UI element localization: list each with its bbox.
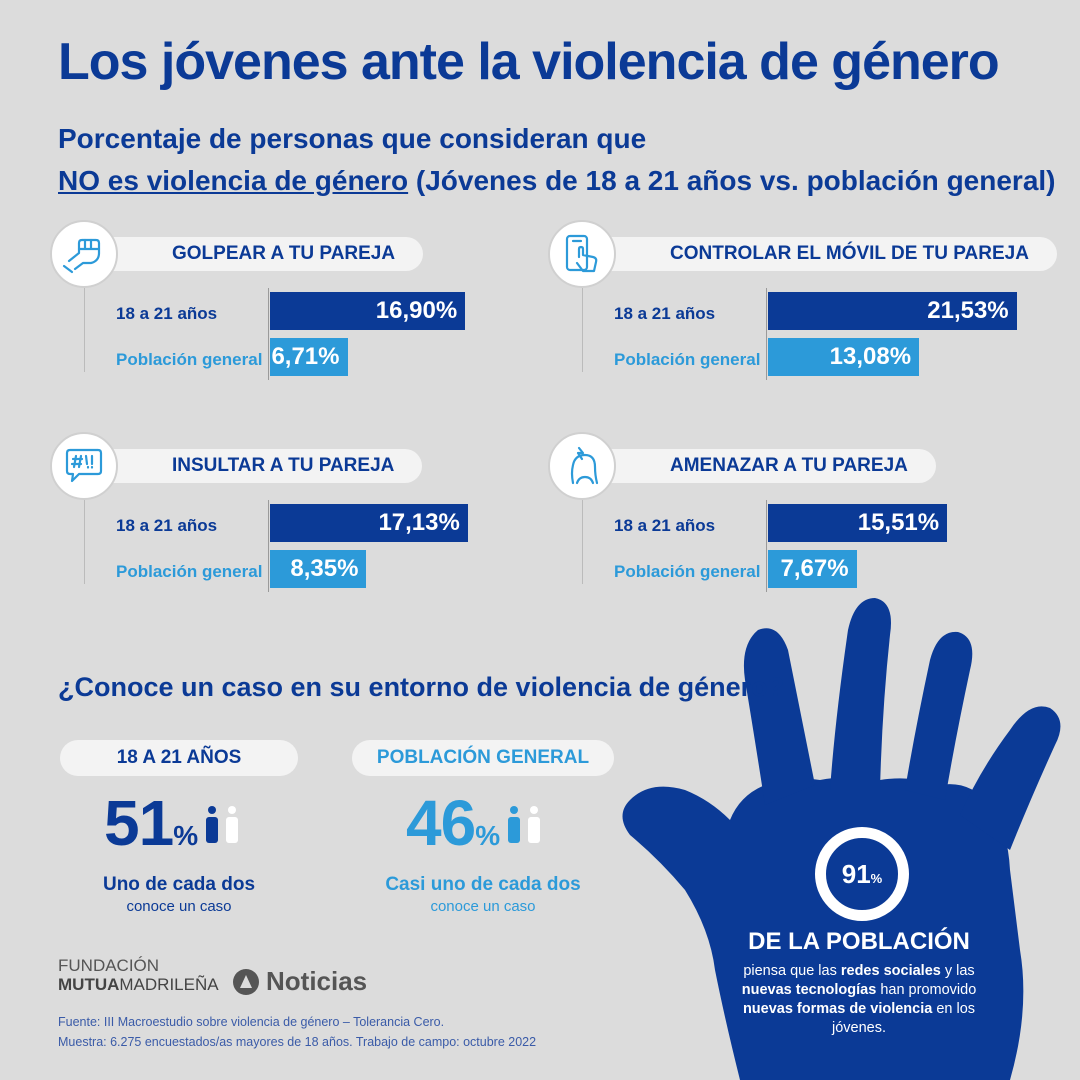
chart-group-golpear: GOLPEAR A TU PAREJA 18 a 21 años Poblaci… — [50, 220, 520, 400]
series-label-young: 18 a 21 años — [614, 516, 716, 535]
people-icon — [205, 806, 238, 843]
series-label-general: Población general — [116, 350, 263, 369]
subtitle-rest: (Jóvenes de 18 a 21 años vs. población g… — [408, 165, 1056, 196]
hand-finger — [830, 598, 891, 790]
group-header: CONTROLAR EL MÓVIL DE TU PAREJA — [578, 237, 1057, 271]
young-stat-unit: % — [173, 820, 199, 851]
group-header: GOLPEAR A TU PAREJA — [80, 237, 424, 271]
series-label-young: 18 a 21 años — [614, 304, 716, 323]
fundacion-logo-line2: MUTUAMADRILEÑA — [58, 975, 219, 994]
bar-axis — [766, 500, 767, 592]
chart-group-controlar: CONTROLAR EL MÓVIL DE TU PAREJA 18 a 21 … — [548, 220, 1057, 400]
subtitle-emphasis: NO es violencia de género — [58, 165, 409, 196]
general-stat-unit: % — [475, 820, 501, 851]
series-label-general: Población general — [614, 562, 761, 581]
young-header-pill: 18 A 21 AÑOS — [60, 740, 298, 776]
bar-general: 8,35% — [270, 550, 367, 588]
bar-axis — [268, 288, 269, 380]
young-stat: 51% — [104, 786, 243, 860]
ring-value: 91 — [841, 858, 871, 889]
bar-general: 7,67% — [768, 550, 857, 588]
sample-line: Muestra: 6.275 encuestados/as mayores de… — [58, 1035, 537, 1049]
hand-finger — [960, 706, 1061, 850]
subtitle-line-2: NO es violencia de género (Jóvenes de 18… — [58, 160, 1056, 202]
hand-description: piensa que las redes sociales y las nuev… — [741, 963, 977, 1036]
bar-axis — [766, 288, 767, 380]
people-icon — [507, 806, 540, 843]
noticias-logo: Noticias — [232, 966, 367, 997]
series-label-young: 18 a 21 años — [116, 516, 218, 535]
hand-finger — [905, 631, 973, 800]
hand-palm — [622, 777, 1024, 1080]
noticias-logo-text: Noticias — [266, 966, 368, 996]
fundacion-logo-line1: FUNDACIÓN — [58, 956, 160, 975]
subtitle-line-1: Porcentaje de personas que consideran qu… — [58, 123, 647, 154]
phone-touch-icon — [548, 220, 616, 288]
general-stat: 46% — [406, 786, 545, 860]
hand-heading: DE LA POBLACIÓN — [748, 928, 970, 955]
source-note: Fuente: III Macroestudio sobre violencia… — [58, 1012, 536, 1052]
group-header: AMENAZAR A TU PAREJA — [578, 449, 936, 483]
chart-group-insultar: INSULTAR A TU PAREJA 18 a 21 años Poblac… — [50, 432, 520, 612]
young-stat-value: 51 — [104, 787, 174, 859]
fist-icon — [50, 220, 118, 288]
bar-young: 21,53% — [768, 292, 1017, 330]
page-subtitle: Porcentaje de personas que consideran qu… — [58, 118, 1056, 202]
ring-unit: % — [870, 870, 883, 886]
series-label-young: 18 a 21 años — [116, 304, 218, 323]
series-label-general: Población general — [116, 562, 263, 581]
bar-young: 17,13% — [270, 504, 468, 542]
bar-general: 13,08% — [768, 338, 920, 376]
connector-line — [84, 500, 85, 584]
general-stat-value: 46 — [406, 787, 476, 859]
page-title: Los jóvenes ante la violencia de género — [58, 33, 1000, 91]
connector-line — [582, 288, 583, 372]
question-heading: ¿Conoce un caso en su entorno de violenc… — [58, 672, 785, 702]
general-caption: Casi uno de cada dos — [385, 874, 581, 895]
bar-young: 15,51% — [768, 504, 948, 542]
group-header: INSULTAR A TU PAREJA — [80, 449, 423, 483]
connector-line — [84, 288, 85, 372]
general-subcaption: conoce un caso — [430, 898, 536, 915]
source-line: Fuente: III Macroestudio sobre violencia… — [58, 1015, 445, 1029]
series-label-general: Población general — [614, 350, 761, 369]
hand-illustration — [622, 598, 1061, 1080]
bar-young: 16,90% — [270, 292, 466, 330]
percent-ring: 91% — [815, 827, 909, 921]
general-header-pill: POBLACIÓN GENERAL — [352, 740, 614, 776]
chart-group-amenazar: AMENAZAR A TU PAREJA 18 a 21 años Poblac… — [548, 432, 1018, 612]
fundacion-logo: FUNDACIÓN MUTUAMADRILEÑA — [58, 956, 219, 994]
hand-finger — [743, 628, 815, 805]
young-subcaption: conoce un caso — [126, 898, 232, 915]
speech-insult-icon — [50, 432, 118, 500]
bar-general: 6,71% — [270, 338, 348, 376]
threat-head-icon — [548, 432, 616, 500]
connector-line — [582, 500, 583, 584]
antena3-logo-icon — [233, 968, 259, 995]
bar-axis — [268, 500, 269, 592]
young-caption: Uno de cada dos — [102, 874, 256, 895]
